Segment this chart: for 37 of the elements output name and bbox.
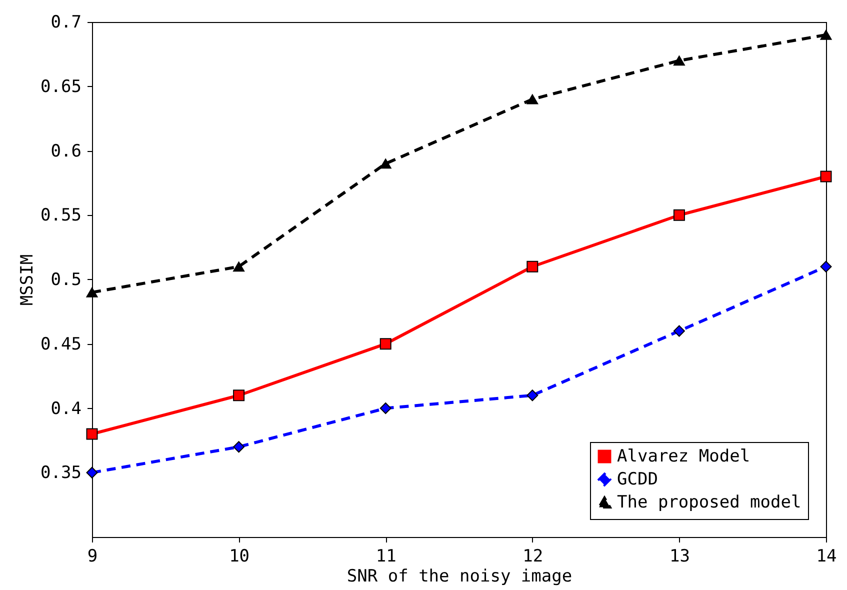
y-tick-label: 0.7: [50, 12, 82, 32]
point: [526, 390, 538, 402]
point: [86, 428, 98, 440]
point: [820, 170, 832, 182]
y-tick-label: 0.4: [50, 398, 82, 419]
x-tick-label: 14: [816, 546, 837, 566]
point: [233, 441, 245, 453]
y-tick-label: 0.45: [40, 334, 82, 354]
x-tick-label: 13: [669, 546, 690, 566]
legend-label: GCDD: [617, 470, 658, 490]
legend-label: The proposed model: [617, 492, 802, 512]
y-tick-label: 0.35: [40, 463, 82, 484]
x-tick-label: 11: [376, 546, 396, 566]
x-tick-label: 9: [87, 546, 98, 566]
point: [380, 402, 392, 414]
point: [820, 30, 832, 40]
point: [673, 209, 685, 221]
legend-label: Alvarez Model: [617, 446, 750, 466]
point: [673, 56, 685, 66]
point: [820, 260, 832, 272]
y-tick-label: 0.6: [50, 141, 82, 162]
y-axis-title: MSSIM: [18, 254, 38, 306]
y-tick-label: 0.65: [40, 76, 82, 97]
x-tick-label: 10: [229, 546, 250, 566]
point: [380, 158, 392, 169]
point: [233, 390, 245, 402]
point: [86, 287, 98, 298]
x-tick-label: 12: [522, 546, 544, 566]
point: [526, 94, 538, 104]
point: [380, 338, 392, 350]
point: [526, 260, 538, 272]
point: [233, 262, 245, 272]
point: [86, 466, 98, 478]
y-tick-label: 0.55: [40, 206, 82, 226]
y-tick-label: 0.5: [50, 270, 82, 290]
x-axis-title: SNR of the noisy image: [346, 566, 572, 586]
point: [673, 325, 685, 337]
